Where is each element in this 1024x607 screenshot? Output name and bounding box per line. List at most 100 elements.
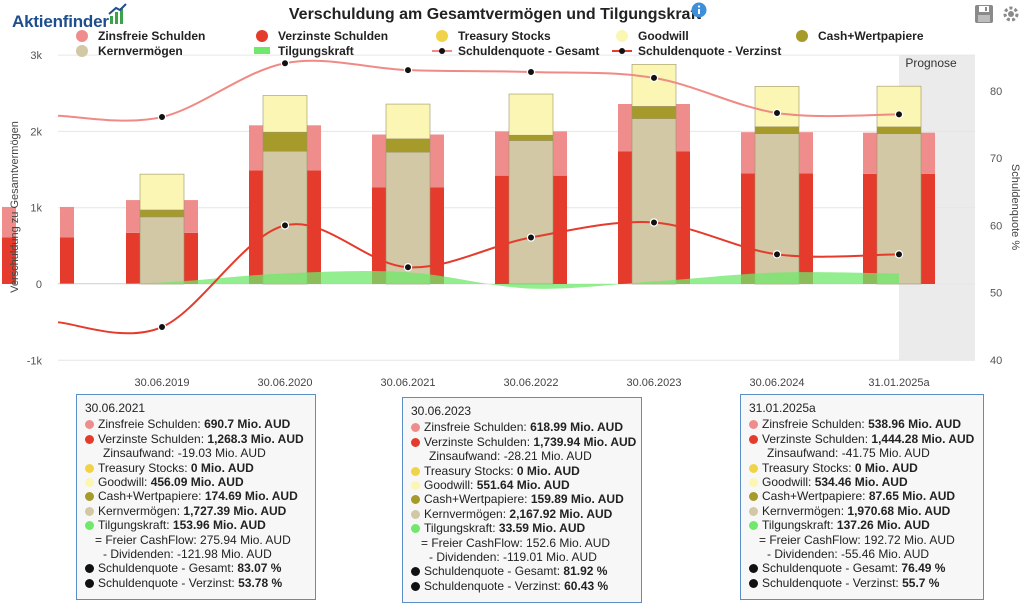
bar-zinsfreie-schulden[interactable] [307, 125, 321, 171]
bar-verzinste-schulden[interactable] [430, 187, 444, 284]
legend-item[interactable]: Schuldenquote - Gesamt [432, 44, 599, 58]
tooltip-row: Tilgungskraft: 137.26 Mio. AUD [749, 518, 977, 532]
bar-cash-wertpapiere[interactable] [631, 106, 677, 119]
bar-goodwill[interactable] [385, 103, 431, 140]
bar-verzinste-schulden[interactable] [863, 173, 877, 284]
line-schuldenquote-gesamt-point[interactable] [403, 65, 413, 75]
tooltip-label: Schuldenquote - Gesamt: [762, 561, 902, 576]
bar-verzinste-schulden[interactable] [249, 170, 263, 284]
bar-cash-wertpapiere[interactable] [139, 209, 185, 218]
line-schuldenquote-gesamt-point[interactable] [772, 108, 782, 118]
bar-zinsfreie-schulden[interactable] [2, 206, 16, 238]
bar-kernvermoegen[interactable] [262, 150, 308, 285]
line-schuldenquote-verzinst-point[interactable] [894, 250, 904, 259]
line-schuldenquote-gesamt-point[interactable] [157, 112, 167, 122]
save-icon[interactable] [974, 4, 994, 24]
bar-goodwill[interactable] [754, 86, 800, 128]
line-schuldenquote-gesamt[interactable] [57, 59, 900, 122]
bar-verzinste-schulden[interactable] [60, 237, 74, 284]
bar-zinsfreie-schulden[interactable] [921, 132, 935, 174]
bar-kernvermoegen[interactable] [876, 133, 922, 285]
bar-verzinste-schulden[interactable] [921, 173, 935, 284]
legend-item[interactable]: Zinsfreie Schulden [76, 29, 205, 43]
bar-verzinste-schulden[interactable] [495, 175, 509, 284]
legend-item[interactable]: Goodwill [616, 29, 689, 43]
line-schuldenquote-gesamt-point[interactable] [526, 67, 536, 77]
tooltip-label: Cash+Wertpapiere: [424, 492, 531, 507]
bar-zinsfreie-schulden[interactable] [184, 200, 198, 233]
bar-zinsfreie-schulden[interactable] [372, 134, 386, 188]
bar-verzinste-schulden[interactable] [741, 173, 755, 284]
line-schuldenquote-verzinst-point[interactable] [772, 250, 782, 259]
tooltip-value: 1,739.94 Mio. AUD [533, 434, 637, 449]
bar-zinsfreie-schulden[interactable] [495, 131, 509, 176]
bar-zinsfreie-schulden[interactable] [863, 132, 877, 174]
tooltip-value: 0 Mio. AUD [190, 460, 254, 475]
bar-goodwill[interactable] [631, 63, 677, 107]
bar-zinsfreie-schulden[interactable] [618, 104, 632, 152]
legend-item[interactable]: Treasury Stocks [436, 29, 551, 43]
bar-kernvermoegen[interactable] [508, 140, 554, 285]
bar-zinsfreie-schulden[interactable] [60, 206, 74, 238]
tooltip-subrow: = Freier CashFlow: 192.72 Mio. AUD [759, 532, 955, 547]
line-schuldenquote-gesamt-point[interactable] [280, 59, 290, 68]
y2-tick-label: 50 [990, 288, 1002, 300]
bar-kernvermoegen[interactable] [139, 216, 185, 285]
line-schuldenquote-verzinst-point[interactable] [649, 218, 659, 227]
legend-item[interactable]: Kernvermögen [76, 44, 183, 58]
legend-item[interactable]: Verzinste Schulden [256, 29, 388, 43]
bar-goodwill[interactable] [508, 93, 554, 136]
bar-zinsfreie-schulden[interactable] [676, 104, 690, 152]
bar-cash-wertpapiere[interactable] [385, 138, 431, 153]
bar-cash-wertpapiere[interactable] [262, 131, 308, 152]
bar-zinsfreie-schulden[interactable] [799, 132, 813, 174]
menu-icon[interactable] [1001, 4, 1021, 24]
area-tilgungskraft[interactable] [58, 271, 899, 289]
bar-cash-wertpapiere[interactable] [754, 126, 800, 134]
bar-goodwill[interactable] [876, 85, 922, 128]
bar-kernvermoegen[interactable] [631, 118, 677, 285]
bar-verzinste-schulden[interactable] [184, 232, 198, 284]
bar-verzinste-schulden[interactable] [553, 175, 567, 284]
bar-verzinste-schulden[interactable] [126, 232, 140, 284]
bar-zinsfreie-schulden[interactable] [553, 131, 567, 176]
bar-goodwill[interactable] [139, 173, 185, 211]
bar-verzinste-schulden[interactable] [618, 151, 632, 284]
bar-cash-wertpapiere[interactable] [508, 134, 554, 141]
tooltip-dot-icon [411, 509, 420, 519]
bar-verzinste-schulden[interactable] [372, 187, 386, 284]
legend-item[interactable]: Tilgungskraft [254, 44, 354, 58]
tooltip-value: 538.96 Mio. AUD [868, 417, 961, 432]
bar-cash-wertpapiere[interactable] [876, 126, 922, 134]
tooltip-value: 1,727.39 Mio. AUD [183, 503, 287, 518]
legend-item[interactable]: Schuldenquote - Verzinst [612, 44, 781, 58]
tooltip-value: 690.7 Mio. AUD [204, 417, 291, 432]
tooltip-label: Verzinste Schulden: [98, 431, 208, 446]
bar-verzinste-schulden[interactable] [2, 237, 16, 284]
bar-layer [2, 63, 935, 285]
line-schuldenquote-verzinst-point[interactable] [280, 221, 290, 230]
line-schuldenquote-verzinst[interactable] [57, 221, 900, 335]
line-schuldenquote-verzinst-point[interactable] [403, 263, 413, 272]
bar-zinsfreie-schulden[interactable] [741, 132, 755, 174]
bar-verzinste-schulden[interactable] [676, 151, 690, 284]
tooltip-row: Goodwill: 456.09 Mio. AUD [85, 475, 309, 489]
tooltip-value: 2,167.92 Mio. AUD [509, 506, 613, 521]
info-icon[interactable] [691, 2, 707, 18]
tooltip-label: Goodwill: [98, 475, 151, 490]
bar-kernvermoegen[interactable] [754, 133, 800, 285]
line-schuldenquote-gesamt-point[interactable] [894, 110, 904, 119]
bar-verzinste-schulden[interactable] [799, 173, 813, 284]
bar-zinsfreie-schulden[interactable] [126, 200, 140, 233]
tooltip-row: Zinsfreie Schulden: 538.96 Mio. AUD [749, 417, 977, 431]
legend-label: Goodwill [638, 29, 689, 43]
bar-zinsfreie-schulden[interactable] [249, 125, 263, 171]
bar-zinsfreie-schulden[interactable] [430, 134, 444, 188]
legend-item[interactable]: Cash+Wertpapiere [796, 29, 924, 43]
line-schuldenquote-verzinst-point[interactable] [157, 322, 167, 332]
line-schuldenquote-verzinst-point[interactable] [526, 233, 536, 242]
tooltip-label: Cash+Wertpapiere: [762, 489, 869, 504]
bar-goodwill[interactable] [262, 95, 308, 133]
line-schuldenquote-gesamt-point[interactable] [649, 73, 659, 83]
